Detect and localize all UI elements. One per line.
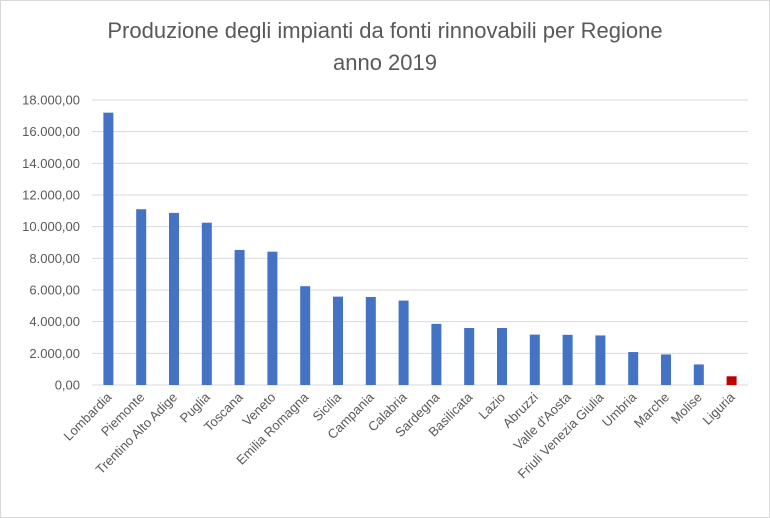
y-tick-label: 12.000,00 [22,188,80,203]
bar [628,352,639,385]
bar [464,328,475,385]
y-tick-label: 18.000,00 [22,93,80,108]
bar [431,323,442,385]
bar [562,334,573,385]
bar [234,249,245,385]
bar [169,212,179,385]
bar [595,335,606,385]
bar [398,300,409,385]
y-tick-label: 14.000,00 [22,156,80,171]
x-tick-label: Marche [631,390,672,431]
x-tick-label: Molise [668,390,705,427]
bar [497,328,507,385]
chart-title: Produzione degli impianti da fonti rinno… [107,18,663,43]
bar [267,251,278,385]
bar [103,112,114,386]
bar [529,334,540,385]
bar [333,296,343,385]
y-tick-label: 10.000,00 [22,219,80,234]
x-tick-label: Liguria [700,389,739,428]
y-tick-label: 6.000,00 [29,283,80,298]
y-tick-label: 2.000,00 [29,346,80,361]
bar [365,296,376,385]
bar [726,376,737,385]
bar [300,286,311,385]
y-tick-label: 8.000,00 [29,251,80,266]
bar [693,364,704,385]
bar [201,222,212,385]
y-tick-label: 0,00 [55,378,80,393]
bar [136,209,147,385]
bar [661,354,671,385]
y-tick-label: 16.000,00 [22,124,80,139]
chart-subtitle: anno 2019 [333,50,437,75]
y-tick-label: 4.000,00 [29,314,80,329]
